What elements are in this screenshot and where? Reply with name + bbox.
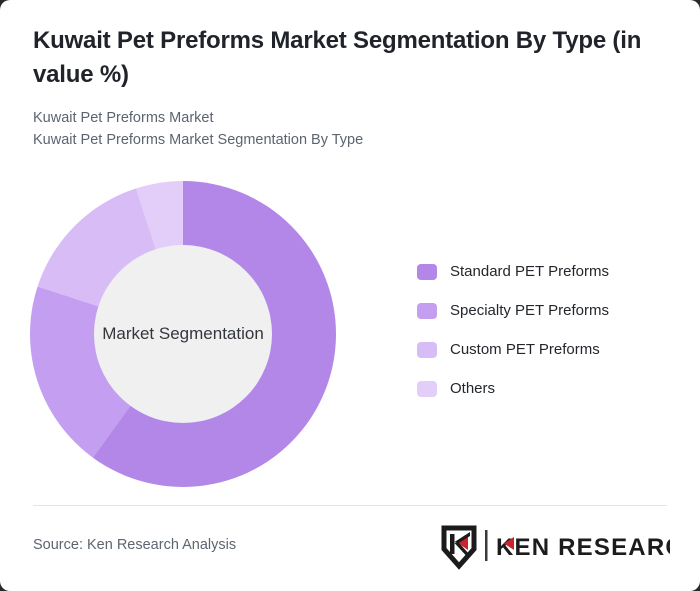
- donut-center: Market Segmentation: [94, 245, 272, 423]
- donut-ring[interactable]: Market Segmentation: [30, 181, 336, 487]
- legend-item[interactable]: Standard PET Preforms: [417, 263, 609, 280]
- logo-separator: [485, 530, 488, 561]
- legend-item[interactable]: Others: [417, 380, 609, 397]
- legend-label[interactable]: Standard PET Preforms: [450, 263, 609, 280]
- legend-swatch[interactable]: [417, 341, 437, 358]
- legend-label[interactable]: Specialty PET Preforms: [450, 302, 609, 319]
- logo-k-triangle: [504, 537, 514, 550]
- footer-divider: [33, 505, 667, 506]
- legend-item[interactable]: Custom PET Preforms: [417, 341, 609, 358]
- legend-swatch[interactable]: [417, 380, 437, 397]
- legend: Standard PET Preforms Specialty PET Pref…: [417, 263, 609, 419]
- page-title: Kuwait Pet Preforms Market Segmentation …: [33, 27, 642, 88]
- legend-swatch[interactable]: [417, 302, 437, 319]
- logo-wordmark: KEN RESEARCH: [496, 534, 670, 561]
- ken-research-logo: KEN RESEARCH: [441, 525, 670, 570]
- legend-swatch[interactable]: [417, 263, 437, 280]
- legend-label[interactable]: Others: [450, 380, 496, 397]
- chart-subtitle: Kuwait Pet Preforms Market Kuwait Pet Pr…: [33, 107, 670, 151]
- source-text: Source: Ken Research Analysis: [33, 537, 237, 553]
- legend-item[interactable]: Specialty PET Preforms: [417, 302, 609, 319]
- subtitle-line-2: Kuwait Pet Preforms Market Segmentation …: [33, 132, 364, 148]
- donut-center-label: Market Segmentation: [102, 324, 264, 343]
- subtitle-line-1: Kuwait Pet Preforms Market: [33, 110, 214, 126]
- legend-label[interactable]: Custom PET Preforms: [450, 341, 600, 358]
- ken-research-shield-icon: [441, 525, 477, 570]
